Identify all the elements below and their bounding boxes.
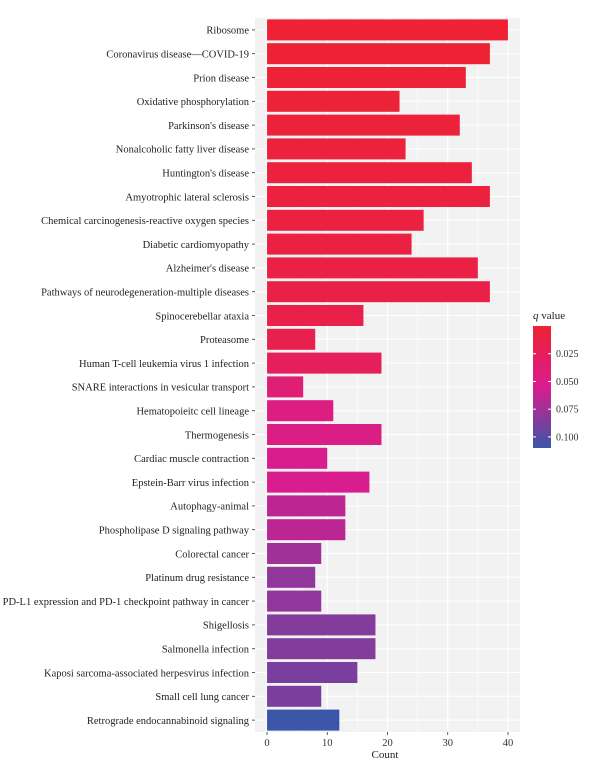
- bar: [267, 233, 412, 255]
- category-label: Retrograde endocannabinoid signaling: [87, 716, 250, 727]
- category-label: Proteasome: [200, 335, 249, 346]
- category-label: Human T-cell leukemia virus 1 infection: [79, 359, 250, 370]
- x-axis-ticks: 0 10 20 30 40: [264, 732, 513, 749]
- category-label: Prion disease: [193, 73, 249, 84]
- bar: [267, 495, 346, 517]
- category-label: Huntington's disease: [162, 169, 249, 180]
- bar: [267, 471, 370, 493]
- category-label: Shigellosis: [203, 621, 249, 632]
- bar: [267, 305, 364, 326]
- bar: [267, 424, 382, 445]
- category-label: Ribosome: [206, 26, 249, 37]
- bar: [267, 114, 460, 136]
- bar: [267, 447, 328, 469]
- legend-tick-label: 0.075: [556, 405, 579, 416]
- legend-colorbar: [533, 326, 551, 448]
- category-label: Small cell lung cancer: [155, 692, 249, 703]
- bar: [267, 328, 316, 350]
- x-tick-label: 30: [442, 738, 453, 749]
- legend-title: q value: [533, 310, 565, 322]
- bar: [267, 662, 358, 683]
- category-label: Thermogenesis: [185, 430, 249, 441]
- category-label: Alzheimer's disease: [166, 264, 250, 275]
- bar: [267, 162, 472, 184]
- category-label: Parkinson's disease: [168, 121, 249, 132]
- legend-title-q: q: [533, 310, 539, 322]
- category-label: Chemical carcinogenesis-reactive oxygen …: [41, 216, 249, 227]
- category-label: Oxidative phosphorylation: [137, 97, 250, 108]
- legend-tick-label: 0.100: [556, 432, 579, 443]
- category-label: Nonalcoholic fatty liver disease: [116, 145, 250, 156]
- bar: [267, 709, 340, 731]
- bar: [267, 376, 304, 398]
- x-axis-title: Count: [372, 749, 399, 761]
- bar: [267, 352, 382, 374]
- category-label: Salmonella infection: [162, 645, 250, 656]
- category-label: Platinum drug resistance: [145, 573, 249, 584]
- color-legend: q value 0.025 0.050 0.075 0.100: [533, 310, 579, 448]
- bar: [267, 90, 400, 112]
- bar: [267, 67, 466, 88]
- bar: [267, 638, 376, 660]
- bar: [267, 209, 424, 231]
- bar: [267, 138, 406, 160]
- bar: [267, 186, 490, 207]
- bar: [267, 566, 316, 588]
- category-label: Kaposi sarcoma-associated herpesvirus in…: [44, 668, 250, 679]
- x-tick-label: 10: [322, 738, 333, 749]
- bars-group: [267, 19, 508, 731]
- category-label: Epstein-Barr virus infection: [132, 478, 250, 489]
- bar: [267, 19, 508, 41]
- category-label: Pathways of neurodegeneration-multiple d…: [41, 288, 249, 299]
- legend-tick-label: 0.025: [556, 349, 579, 360]
- bar: [267, 685, 322, 707]
- category-label: Coronavirus disease—COVID-19: [106, 50, 249, 61]
- bar: [267, 614, 376, 636]
- category-label: Phospholipase D signaling pathway: [99, 526, 250, 537]
- category-label: Amyotrophic lateral sclerosis: [125, 192, 249, 203]
- x-tick-label: 0: [264, 738, 269, 749]
- bar: [267, 519, 346, 541]
- bar: [267, 43, 490, 65]
- category-label: Autophagy-animal: [170, 502, 249, 513]
- x-tick-label: 20: [382, 738, 393, 749]
- bar: [267, 257, 478, 279]
- legend-tick-label: 0.050: [556, 377, 579, 388]
- category-label: Colorectal cancer: [175, 549, 249, 560]
- legend-ticks: 0.025 0.050 0.075 0.100: [533, 349, 579, 443]
- x-tick-label: 40: [503, 738, 514, 749]
- category-label: SNARE interactions in vesicular transpor…: [72, 383, 249, 394]
- category-label: PD-L1 expression and PD-1 checkpoint pat…: [3, 597, 250, 608]
- category-label: Diabetic cardiomyopathy: [143, 240, 250, 251]
- category-label: Spinocerebellar ataxia: [155, 311, 249, 322]
- category-label: Hematopoieitc cell lineage: [136, 407, 249, 418]
- bar: [267, 400, 334, 422]
- category-labels: Ribosome Coronavirus disease—COVID-19 Prio…: [3, 26, 255, 727]
- bar: [267, 281, 490, 303]
- category-label: Cardiac muscle contraction: [134, 454, 250, 465]
- bar: [267, 543, 322, 564]
- legend-title-rest: value: [539, 310, 566, 322]
- bar: [267, 590, 322, 612]
